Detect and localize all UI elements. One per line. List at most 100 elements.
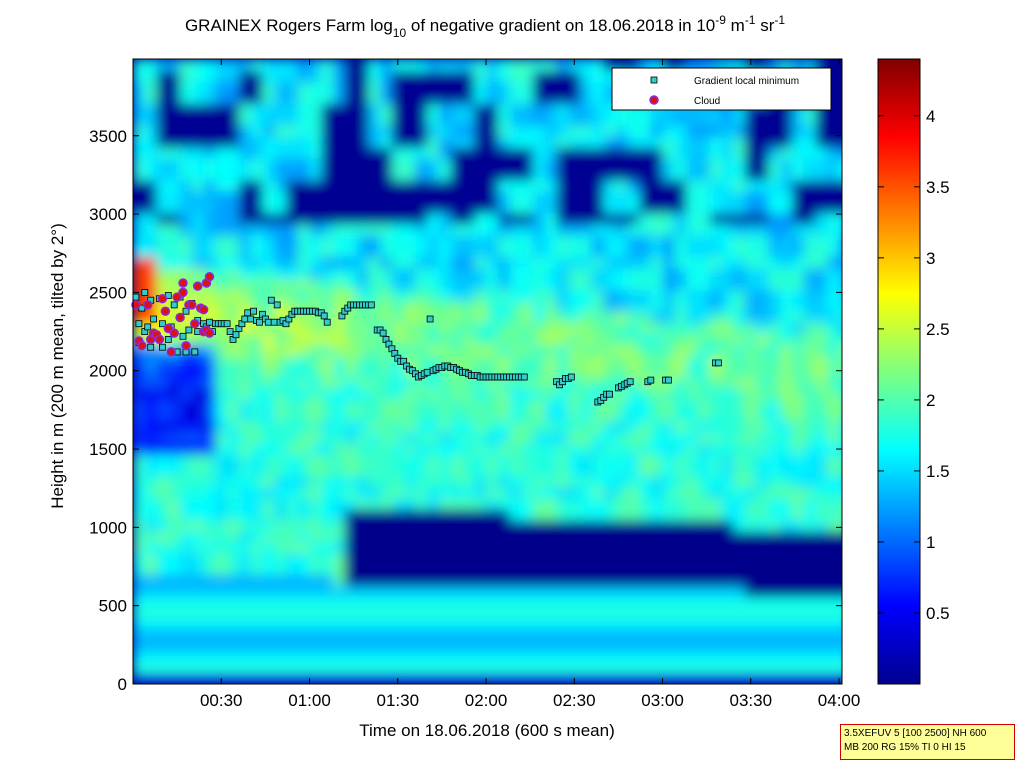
heatmap-cell xyxy=(615,530,629,543)
heatmap-cell xyxy=(533,322,546,335)
heatmap-cell xyxy=(415,135,429,148)
heatmap-cell xyxy=(262,80,276,93)
heatmap-cell xyxy=(391,442,405,455)
heatmap-cell xyxy=(780,552,793,565)
heatmap-cell xyxy=(615,157,629,170)
heatmap-cell xyxy=(486,497,499,510)
heatmap-cell xyxy=(603,475,617,488)
cloud-point xyxy=(192,281,203,291)
heatmap-cell xyxy=(227,366,240,378)
heatmap-cell xyxy=(427,146,440,159)
heatmap-cell xyxy=(780,486,793,499)
heatmap-cell xyxy=(286,508,299,521)
heatmap-cell xyxy=(238,497,252,510)
heatmap-cell xyxy=(309,256,323,269)
heatmap-cell xyxy=(756,322,770,335)
colorbar-tick-label: 1.5 xyxy=(926,462,950,481)
heatmap-cell xyxy=(380,607,393,620)
heatmap-cell xyxy=(686,464,699,477)
heatmap-cell xyxy=(462,234,476,247)
heatmap-cell xyxy=(403,431,417,444)
heatmap-cell xyxy=(639,398,652,411)
heatmap-cell xyxy=(215,640,229,653)
heatmap-cell xyxy=(803,629,817,642)
heatmap-cell xyxy=(133,212,146,225)
heatmap-cell xyxy=(309,607,323,620)
heatmap-cell xyxy=(674,508,688,521)
heatmap-cell xyxy=(580,640,593,653)
heatmap-cell xyxy=(203,541,217,554)
heatmap-cell xyxy=(603,245,617,258)
heatmap-cell xyxy=(556,673,570,684)
heatmap-cell xyxy=(297,464,311,477)
heatmap-cell xyxy=(333,179,346,192)
heatmap-cell xyxy=(509,267,523,280)
heatmap-cell xyxy=(168,59,182,71)
heatmap-cell xyxy=(391,366,405,378)
heatmap-cell xyxy=(191,464,205,477)
heatmap-cell xyxy=(227,102,240,115)
heatmap-cell xyxy=(756,607,770,620)
heatmap-cell xyxy=(450,245,464,258)
heatmap-cell xyxy=(462,102,476,115)
heatmap-cell xyxy=(274,256,287,269)
heatmap-cell xyxy=(333,585,346,598)
x-tick-label: 00:30 xyxy=(200,691,243,710)
heatmap-cell xyxy=(580,267,593,280)
heatmap-cell xyxy=(815,201,829,214)
heatmap-cell xyxy=(568,179,582,192)
heatmap-cell xyxy=(227,475,240,488)
heatmap-cell xyxy=(827,168,841,181)
heatmap-cell xyxy=(286,102,299,115)
heatmap-cell xyxy=(674,212,688,225)
heatmap-cell xyxy=(756,552,770,565)
heatmap-cell xyxy=(556,223,570,236)
heatmap-cell xyxy=(733,113,746,126)
heatmap-cell xyxy=(191,673,205,684)
heatmap-cell xyxy=(780,256,793,269)
heatmap-cell xyxy=(568,629,582,642)
heatmap-cell xyxy=(721,541,735,554)
heatmap-cell xyxy=(215,256,229,269)
heatmap-cell xyxy=(768,168,782,181)
heatmap-cell xyxy=(215,59,229,71)
heatmap-cell xyxy=(321,80,335,93)
heatmap-cell xyxy=(227,146,240,159)
heatmap-cell xyxy=(474,409,488,422)
heatmap-cell xyxy=(356,453,370,466)
heatmap-cell xyxy=(768,245,782,258)
heatmap-cell xyxy=(803,618,817,631)
heatmap-cell xyxy=(368,651,382,664)
heatmap-cell xyxy=(227,464,240,477)
heatmap-cell xyxy=(544,80,558,93)
heatmap-cell xyxy=(427,442,440,455)
heatmap-cell xyxy=(450,146,464,159)
heatmap-cell xyxy=(368,530,382,543)
heatmap-cell xyxy=(650,157,664,170)
heatmap-cell xyxy=(403,168,417,181)
heatmap-cell xyxy=(544,673,558,684)
heatmap-cell xyxy=(544,289,558,302)
heatmap-cell xyxy=(615,508,629,521)
heatmap-cell xyxy=(803,398,817,411)
heatmap-cell xyxy=(450,289,464,302)
heatmap-cell xyxy=(733,453,746,466)
heatmap-cell xyxy=(803,662,817,675)
heatmap-cell xyxy=(203,113,217,126)
gradient-minimum-point xyxy=(150,315,158,323)
heatmap-cell xyxy=(497,311,511,324)
heatmap-cell xyxy=(674,333,688,346)
heatmap-cell xyxy=(238,70,252,82)
heatmap-cell xyxy=(521,585,535,598)
heatmap-cell xyxy=(227,596,240,609)
heatmap-cell xyxy=(544,157,558,170)
heatmap-cell xyxy=(191,91,205,104)
gradient-minimum-point xyxy=(247,315,255,323)
heatmap-cell xyxy=(768,530,782,543)
heatmap-cell xyxy=(439,157,452,170)
heatmap-cell xyxy=(380,256,393,269)
heatmap-cell xyxy=(521,157,535,170)
heatmap-cell xyxy=(827,508,841,521)
heatmap-cell xyxy=(180,245,193,258)
heatmap-cell xyxy=(203,508,217,521)
